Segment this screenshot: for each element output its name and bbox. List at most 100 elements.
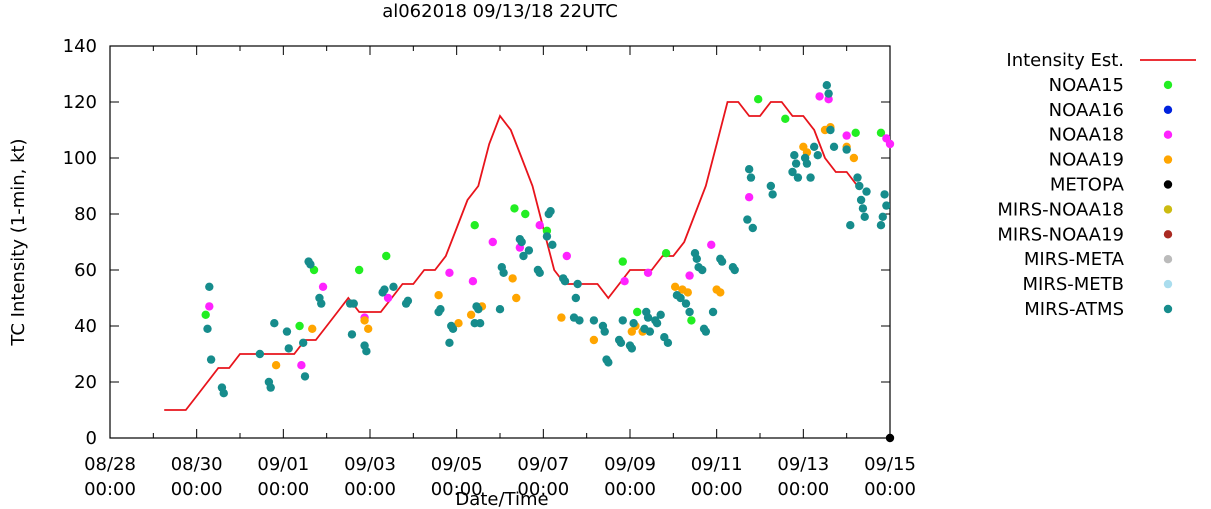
legend-label: MIRS-METB (1022, 274, 1124, 295)
legend-label: MIRS-NOAA18 (997, 199, 1124, 220)
point-mirs-atms (300, 372, 310, 381)
x-tick-label: 00:00 (431, 479, 483, 500)
point-mirs-atms (436, 305, 445, 314)
point-mirs-atms (255, 349, 265, 359)
legend-label: NOAA19 (1049, 150, 1124, 171)
point-mirs-atms (860, 212, 869, 221)
point-noaa19 (434, 291, 443, 300)
point-mirs-atms (362, 347, 371, 356)
point-noaa18 (468, 277, 478, 286)
point-mirs-atms (629, 319, 638, 328)
point-mirs-atms (403, 296, 413, 305)
point-mirs-atms (445, 338, 454, 347)
point-mirs-atms (793, 173, 803, 182)
legend-point-swatch (1163, 155, 1173, 164)
point-mirs-atms (519, 251, 528, 261)
legend-point-swatch (1163, 230, 1173, 239)
point-noaa18 (562, 251, 572, 261)
point-mirs-atms (822, 81, 832, 90)
x-tick-label: 00:00 (517, 479, 569, 500)
point-mirs-atms (878, 212, 887, 221)
point-mirs-atms (806, 173, 815, 182)
point-noaa15 (295, 321, 304, 331)
point-noaa15 (354, 265, 364, 275)
point-mirs-atms (645, 327, 655, 336)
y-tick-label: 40 (74, 316, 97, 337)
point-mirs-atms (604, 358, 613, 367)
point-mirs-atms (524, 246, 534, 255)
series-line-intensity-est- (164, 101, 859, 411)
point-mirs-atms (656, 310, 665, 319)
point-mirs-atms (571, 293, 581, 303)
point-mirs-atms (573, 279, 582, 289)
x-axis-label: Date/Time (455, 489, 548, 509)
legend-label: METOPA (1050, 175, 1125, 196)
x-tick-label: 08/28 (84, 454, 136, 475)
point-mirs-atms (380, 285, 389, 294)
legend-point-swatch (1163, 304, 1173, 314)
point-mirs-atms (203, 324, 212, 333)
point-noaa19 (360, 316, 369, 325)
point-mirs-atms (317, 299, 326, 308)
point-noaa19 (589, 335, 599, 345)
point-noaa18 (620, 277, 629, 286)
point-mirs-atms (692, 254, 702, 263)
point-noaa15 (618, 257, 627, 266)
point-mirs-atms (535, 268, 544, 277)
x-tick-label: 09/13 (777, 454, 829, 475)
point-mirs-atms (546, 207, 555, 216)
edge-points (885, 139, 895, 443)
point-noaa18 (535, 221, 544, 230)
point-mirs-atms (219, 389, 228, 398)
point-noaa18 (842, 131, 851, 140)
legend-label: NOAA15 (1049, 75, 1124, 96)
legend: Intensity Est. NOAA15 NOAA16 NOAA18 NOAA19 ME… (997, 50, 1196, 320)
point-noaa18 (744, 193, 754, 202)
point-noaa18 (383, 293, 393, 303)
chart-title: al062018 09/13/18 22UTC (382, 1, 618, 22)
point-mirs-atms (495, 305, 505, 314)
point-mirs-atms (205, 282, 214, 291)
point-noaa19 (508, 274, 517, 283)
point-mirs-atms (270, 319, 279, 328)
y-tick-label: 140 (63, 36, 97, 57)
point-noaa15 (510, 204, 519, 213)
point-noaa18 (445, 268, 454, 277)
y-axis: 0 20 40 60 80 100 120 140 (63, 36, 890, 449)
legend-label: MIRS-NOAA19 (997, 224, 1124, 245)
point-noaa15 (201, 310, 210, 319)
y-tick-label: 60 (74, 260, 97, 281)
point-mirs-atms (643, 313, 653, 322)
point-mirs-atms (842, 145, 851, 154)
y-tick-label: 20 (74, 372, 97, 393)
point-mirs-atms (846, 221, 855, 230)
legend-point-swatch (1163, 105, 1173, 115)
point-noaa18 (885, 139, 895, 149)
x-tick-label: 00:00 (84, 479, 136, 500)
point-metopa (885, 433, 895, 443)
y-tick-label: 80 (74, 204, 97, 225)
x-tick-label: 00:00 (691, 479, 743, 500)
legend-point-swatch (1163, 180, 1173, 189)
legend-point-swatch (1163, 80, 1173, 90)
point-noaa18 (488, 237, 497, 247)
point-noaa19 (363, 324, 373, 333)
point-mirs-atms (282, 327, 292, 336)
point-noaa18 (318, 282, 328, 291)
plot-border (109, 45, 891, 439)
y-tick-label: 100 (63, 148, 97, 169)
legend-label: NOAA18 (1049, 125, 1124, 146)
legend-point-swatch (1163, 130, 1173, 139)
point-noaa18 (685, 271, 694, 280)
point-noaa15 (661, 249, 671, 258)
x-tick-label: 00:00 (864, 479, 916, 500)
point-mirs-atms (708, 307, 718, 317)
point-noaa19 (683, 288, 692, 297)
point-mirs-atms (826, 125, 835, 135)
point-noaa15 (687, 316, 696, 325)
x-tick-label: 00:00 (777, 479, 829, 500)
x-tick-label: 00:00 (604, 479, 656, 500)
point-mirs-atms (746, 173, 756, 182)
point-noaa19 (716, 288, 725, 297)
